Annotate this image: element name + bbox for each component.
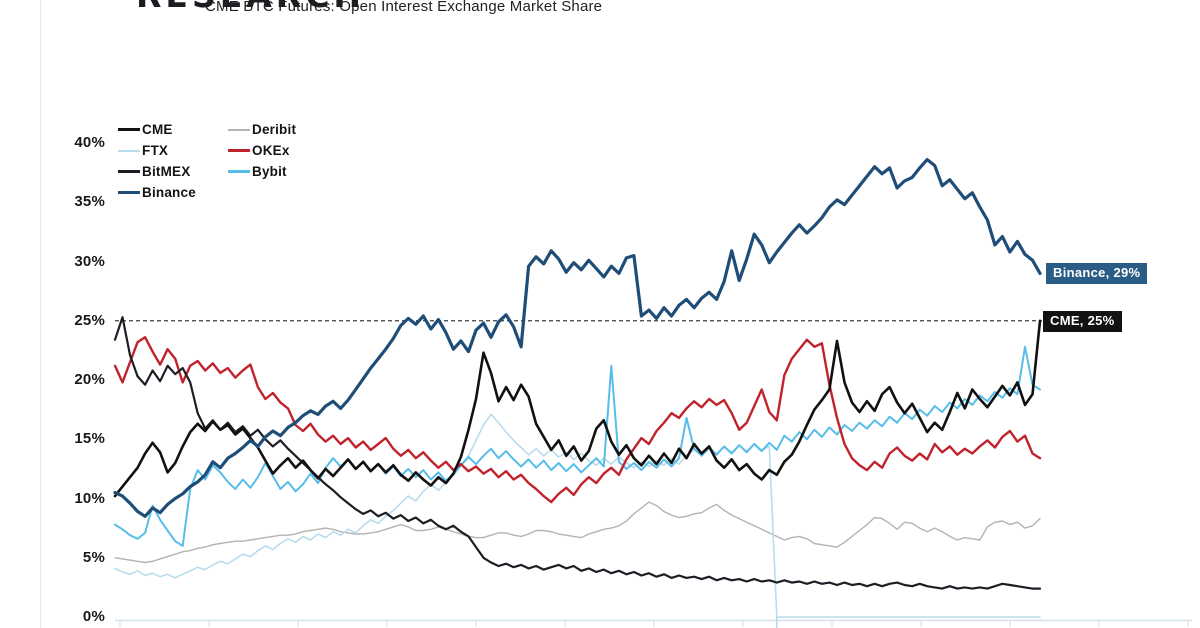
legend-label: Deribit [252,122,297,137]
legend-label: CME [142,122,173,137]
legend-label: Binance [142,185,196,200]
legend-item-okex: OKEx [228,142,338,159]
annotation-cme: CME, 25% [1043,310,1122,332]
legend-item-ftx: FTX [118,142,228,159]
series-line-bitmex [113,316,1042,590]
y-axis-label: 40% [74,134,105,151]
annotation-binance: Binance, 29% [1046,263,1148,285]
legend-swatch-ftx-line [118,149,140,152]
legend-item-bybit: Bybit [228,163,338,180]
legend-item-binance: Binance [118,184,228,201]
y-axis-label: 20% [74,371,105,388]
y-axis-label: 15% [74,430,105,448]
research-logo-clipped: RESEARCH [136,0,398,11]
legend-label: OKEx [252,143,290,158]
y-axis-label: 10% [74,489,105,507]
legend-swatch-bitmex-line [118,170,140,173]
y-axis-label: 5% [82,548,105,566]
legend-label: Bybit [252,164,287,179]
legend-swatch-deribit-line [228,128,250,131]
series-line-ftx [114,413,1041,618]
series-line-deribit [114,501,1041,564]
legend-item-deribit: Deribit [228,121,338,138]
legend-swatch-okex-line [228,149,250,152]
series-line-binance [113,158,1042,518]
legend: CME FTX BitMEX Binance Deribit OKEx Bybit [118,121,338,201]
legend-swatch-bybit-line [228,170,250,173]
legend-label: FTX [142,143,169,158]
chart-title: CME BTC Futures: Open Interest Exchange … [205,0,603,15]
legend-swatch-cme-line [118,128,140,131]
research-logo-text: RESEARCH [136,0,398,11]
legend-item-cme: CME [118,121,228,138]
series-line-cme [113,319,1042,498]
card-left-border [40,0,41,628]
y-axis-label: 35% [74,193,105,211]
series-line-okex [113,336,1042,504]
y-axis-label: 0% [82,608,105,625]
legend-swatch-binance-line [118,191,140,194]
legend-item-bitmex: BitMEX [118,163,228,180]
y-axis-label: 30% [74,252,105,270]
y-axis-label: 25% [74,311,105,329]
legend-label: BitMEX [142,164,191,179]
